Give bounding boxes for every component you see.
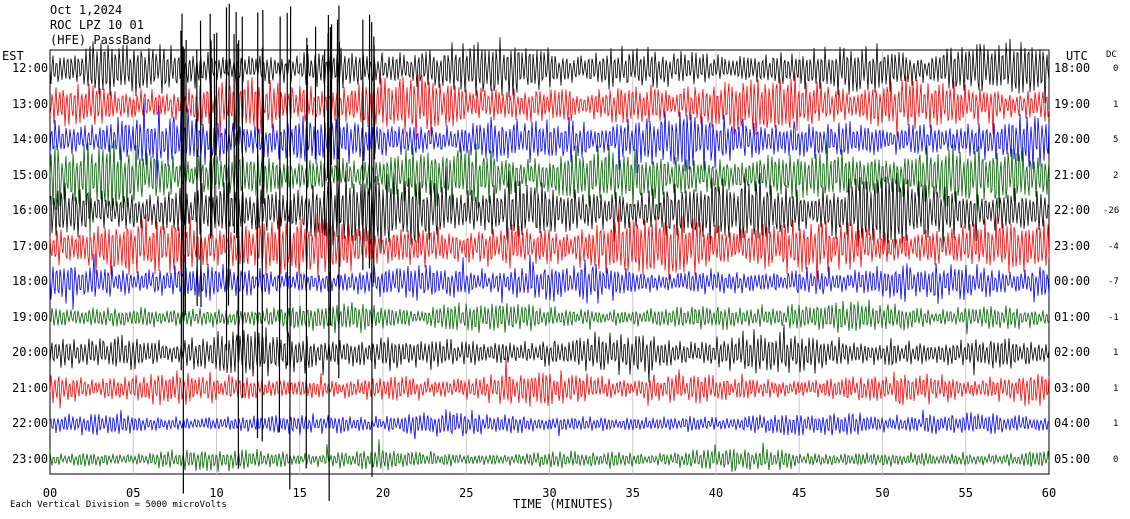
event-spike xyxy=(327,15,330,501)
row-time-left: 14:00 xyxy=(12,132,49,146)
event-spike xyxy=(227,3,230,306)
x-tick-label: 50 xyxy=(875,486,889,500)
x-tick-label: 60 xyxy=(1042,486,1056,500)
event-spike xyxy=(184,39,187,316)
x-tick-label: 25 xyxy=(459,486,473,500)
row-time-left: 18:00 xyxy=(12,274,49,288)
row-dc-value: 1 xyxy=(1113,99,1119,110)
row-dc-value: 1 xyxy=(1113,419,1119,429)
trace-line xyxy=(49,324,1050,383)
event-spike xyxy=(215,32,218,156)
x-tick-label: 05 xyxy=(126,486,140,500)
row-time-left: 13:00 xyxy=(12,96,49,111)
trace-line xyxy=(49,439,1050,473)
row-dc-value: 2 xyxy=(1113,170,1119,181)
row-time-right: 05:00 xyxy=(1054,451,1091,466)
header-filter: (HFE) PassBand xyxy=(50,33,152,47)
row-dc-value: 0 xyxy=(1113,454,1119,465)
row-time-right: 02:00 xyxy=(1054,345,1091,359)
timezone-left-label: EST xyxy=(2,49,24,63)
row-time-right: 22:00 xyxy=(1054,203,1091,217)
row-time-right: 23:00 xyxy=(1054,238,1091,253)
event-spike xyxy=(235,12,238,238)
row-dc-value: -7 xyxy=(1108,277,1119,287)
row-time-left: 20:00 xyxy=(12,345,49,359)
x-tick-label: 00 xyxy=(43,486,57,500)
seismic-traces xyxy=(49,3,1050,501)
x-axis-title: TIME (MINUTES) xyxy=(513,497,615,511)
row-time-right: 20:00 xyxy=(1054,132,1091,146)
event-spike xyxy=(326,33,329,179)
row-time-right: 19:00 xyxy=(1054,96,1091,111)
timezone-right-label: UTC xyxy=(1066,49,1088,63)
event-spike xyxy=(336,19,339,223)
trace-line xyxy=(49,357,1050,409)
row-dc-value: 1 xyxy=(1113,383,1119,394)
x-tick-label: 10 xyxy=(209,486,223,500)
x-tick-label: 40 xyxy=(709,486,723,500)
event-spike xyxy=(213,33,216,224)
event-spike xyxy=(180,13,183,371)
header-date: Oct 1,2024 xyxy=(50,3,123,17)
row-dc-value: -1 xyxy=(1108,312,1119,323)
row-time-left: 23:00 xyxy=(12,451,49,466)
row-time-right: 21:00 xyxy=(1054,167,1091,182)
row-dc-value: 1 xyxy=(1113,348,1119,358)
event-spike xyxy=(262,10,265,204)
row-time-left: 15:00 xyxy=(12,167,49,182)
row-dc-value: 5 xyxy=(1113,135,1119,145)
x-tick-label: 35 xyxy=(626,486,640,500)
trace-line xyxy=(49,299,1050,335)
dc-column-header: DC xyxy=(1106,50,1117,60)
x-tick-label: 15 xyxy=(293,486,307,500)
event-spike xyxy=(278,16,281,433)
x-tick-label: 30 xyxy=(542,486,556,500)
trace-line xyxy=(49,203,1050,287)
x-tick-label: 45 xyxy=(792,486,806,500)
row-time-right: 03:00 xyxy=(1054,380,1091,395)
trace-line xyxy=(49,409,1049,440)
x-axis-ticks: 00 05 10 15 20 25 30 35 40 45 50 55 60 xyxy=(43,486,1056,500)
event-spike xyxy=(183,48,185,321)
x-tick-label: 55 xyxy=(959,486,973,500)
row-time-left: 12:00 xyxy=(12,61,49,75)
row-time-left: 17:00 xyxy=(12,238,49,253)
row-time-right: 18:00 xyxy=(1054,61,1091,75)
row-time-left: 19:00 xyxy=(12,309,49,324)
row-dc-value: 0 xyxy=(1113,64,1119,74)
footer-scale-note: Each Vertical Division = 5000 microVolts xyxy=(10,500,227,510)
row-time-left: 21:00 xyxy=(12,380,49,395)
event-spike xyxy=(305,37,308,469)
event-spike xyxy=(289,6,292,490)
row-time-left: 22:00 xyxy=(12,416,49,430)
trace-line xyxy=(49,133,1050,239)
row-time-left: 16:00 xyxy=(12,203,49,217)
row-time-right: 00:00 xyxy=(1054,274,1091,288)
row-dc-value: -4 xyxy=(1108,241,1119,252)
trace-line xyxy=(49,166,1050,255)
x-tick-label: 20 xyxy=(376,486,390,500)
row-dc-value: -26 xyxy=(1103,206,1120,216)
row-time-right: 04:00 xyxy=(1054,416,1091,430)
header-station: ROC LPZ 10 01 xyxy=(50,18,144,32)
event-spike xyxy=(210,40,213,236)
row-time-right: 01:00 xyxy=(1054,309,1091,324)
trace-line xyxy=(49,253,1050,310)
